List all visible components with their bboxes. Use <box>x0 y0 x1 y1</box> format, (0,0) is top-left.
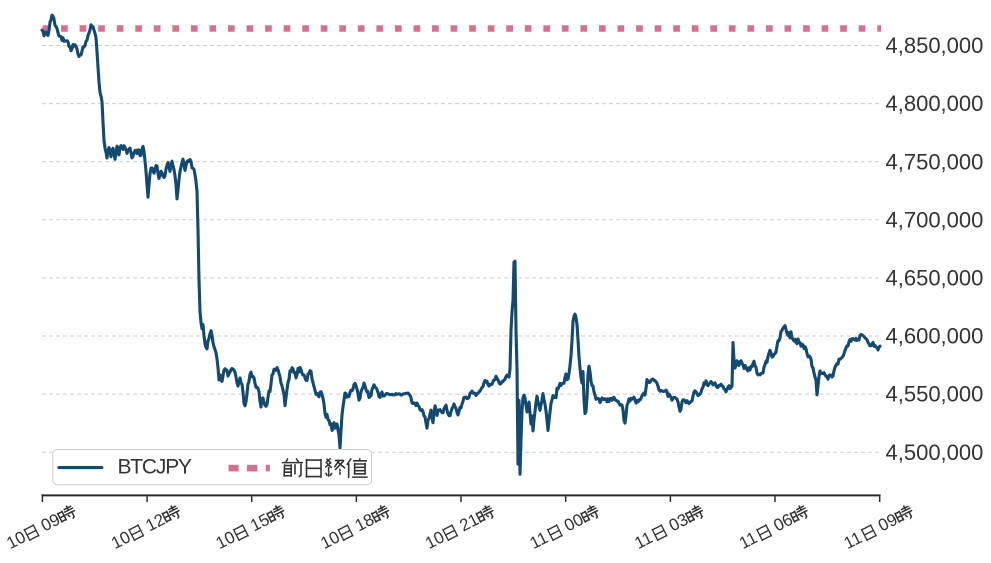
svg-text:4,500,000: 4,500,000 <box>886 440 984 465</box>
svg-text:4,800,000: 4,800,000 <box>886 91 984 116</box>
svg-text:4,750,000: 4,750,000 <box>886 149 984 174</box>
svg-text:4,550,000: 4,550,000 <box>886 382 984 407</box>
svg-text:BTCJPY: BTCJPY <box>118 455 193 478</box>
svg-text:4,850,000: 4,850,000 <box>886 33 984 58</box>
svg-text:4,600,000: 4,600,000 <box>886 324 984 349</box>
svg-text:4,650,000: 4,650,000 <box>886 266 984 291</box>
svg-text:4,700,000: 4,700,000 <box>886 207 984 232</box>
